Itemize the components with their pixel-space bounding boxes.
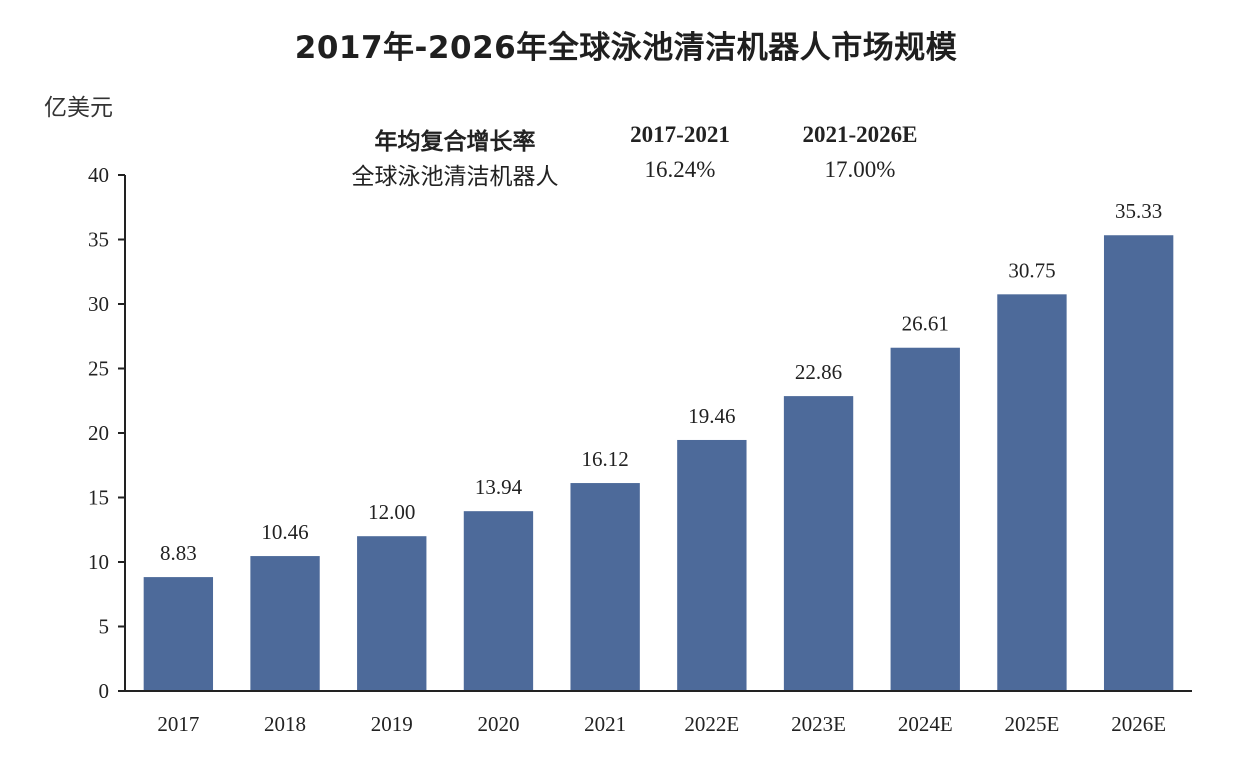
y-tick-label: 15 [88,486,109,510]
y-tick-label: 5 [99,615,110,639]
bar-2021 [570,483,640,691]
data-label-2020: 13.94 [475,475,523,499]
y-axis-unit-label: 亿美元 [44,95,113,121]
cagr-header-period-1: 2017-2021 [630,122,730,147]
bar-2017 [143,577,214,691]
data-label-2026E: 35.33 [1115,199,1162,223]
bar-2023E [783,396,854,691]
y-tick-label: 20 [88,421,109,445]
y-tick-label: 30 [88,292,109,316]
data-label-2019: 12.00 [368,500,415,524]
x-tick-label-2018: 2018 [264,712,306,736]
x-tick-label-2020: 2020 [477,712,519,736]
y-tick-label: 0 [99,679,110,703]
x-tick-label-2022E: 2022E [684,712,739,736]
y-tick-label: 40 [88,163,109,187]
y-tick-label: 25 [88,357,109,381]
x-tick-label-2023E: 2023E [791,712,846,736]
data-label-2024E: 26.61 [902,312,949,336]
bar-2022E [677,439,747,691]
cagr-header-label: 年均复合增长率 [374,129,536,154]
y-tick-label: 35 [88,228,109,252]
bar-2018 [250,556,320,691]
chart-title: 2017年-2026年全球泳池清洁机器人市场规模 [294,30,958,66]
cagr-header-period-2: 2021-2026E [802,122,918,147]
data-label-2023E: 22.86 [795,360,842,384]
y-axis: 0 5 10 15 20 25 30 35 40 [88,163,126,703]
cagr-row-label: 全球泳池清洁机器人 [351,164,559,190]
bar-2020 [463,511,534,691]
x-tick-label-2025E: 2025E [1005,712,1060,736]
data-label-2018: 10.46 [261,520,308,544]
cagr-value-period-2: 17.00% [824,157,896,182]
bar-2026E [1103,235,1174,692]
x-tick-label-2019: 2019 [371,712,413,736]
bar-2025E [997,294,1067,691]
x-tick-label-2024E: 2024E [898,712,953,736]
value-labels: 8.83 10.46 12.00 13.94 16.12 19.46 22.86 26.61 3… [160,199,1162,565]
x-tick-label-2021: 2021 [584,712,626,736]
y-tick-label: 10 [88,550,109,574]
cagr-value-period-1: 16.24% [644,157,716,182]
x-tick-label-2017: 2017 [157,712,199,736]
data-label-2017: 8.83 [160,541,197,565]
data-label-2022E: 19.46 [688,404,735,428]
data-label-2021: 16.12 [582,447,629,471]
bars [143,235,1174,692]
bar-2019 [357,536,427,691]
data-label-2025E: 30.75 [1008,258,1055,282]
x-tick-label-2026E: 2026E [1111,712,1166,736]
x-axis: 2017 2018 2019 2020 2021 2022E 2023E 2024E 2025E… [125,690,1192,736]
bar-2024E [890,347,960,691]
